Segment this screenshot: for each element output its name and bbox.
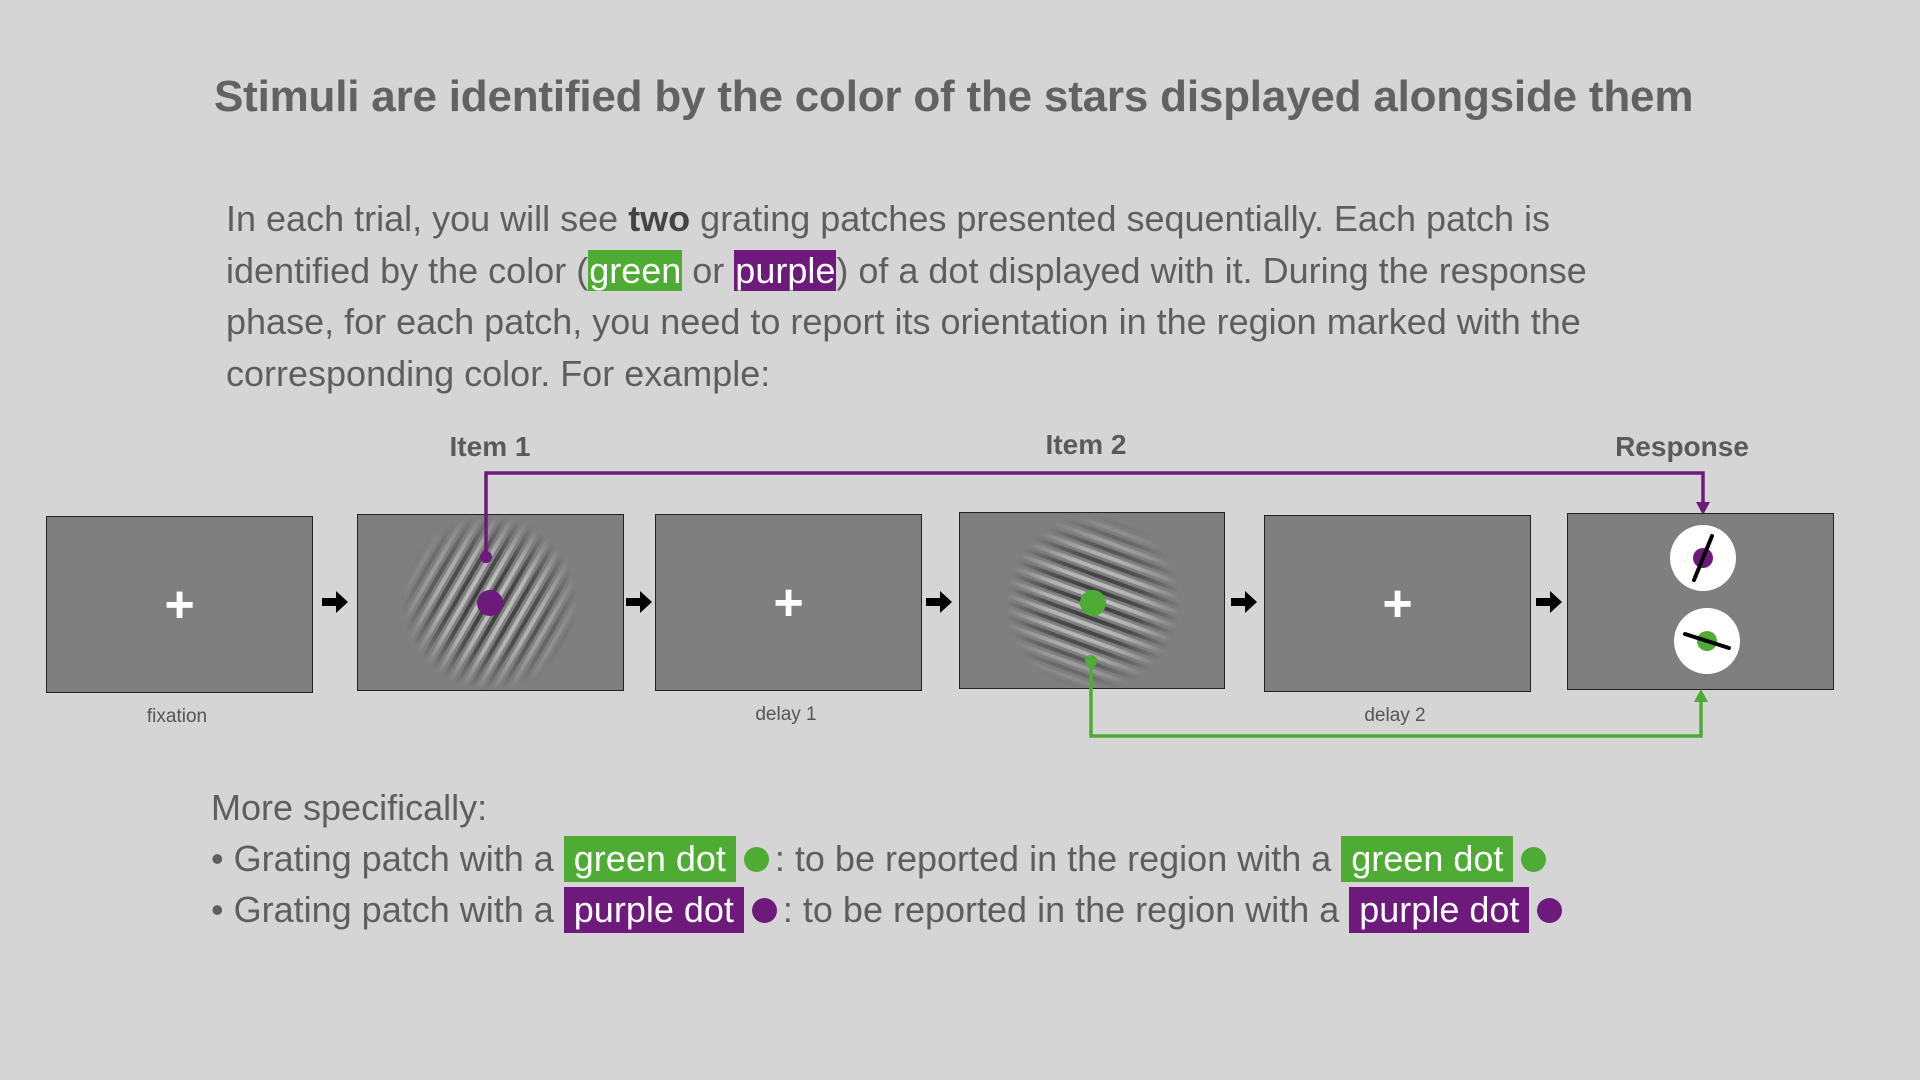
bullet-purple-mid: : to be reported in the region with a <box>782 889 1350 930</box>
grating-patch-purple <box>358 515 622 689</box>
caption-delay-1: delay 1 <box>755 704 817 725</box>
bullet-green-mid: : to be reported in the region with a <box>774 838 1342 879</box>
panel-delay-2: + <box>1264 515 1531 692</box>
flow-arrow-icon <box>322 591 348 613</box>
purple-dot-tag-2: purple dot <box>1349 887 1530 933</box>
purple-connector <box>484 471 1705 556</box>
label-item-1: Item 1 <box>449 431 531 462</box>
green-dot-icon <box>743 846 769 872</box>
green-arrowhead-icon <box>1694 689 1708 702</box>
green-word-highlight: green <box>588 249 683 291</box>
response-bar-green[interactable] <box>1683 632 1731 650</box>
flow-arrow-icon <box>626 591 652 613</box>
bullet-purple-prefix: Grating patch with a <box>223 889 564 930</box>
bullet-green-prefix: Grating patch with a <box>223 838 564 879</box>
instructions-paragraph: In each trial, you will see two grating … <box>226 193 1666 399</box>
label-item-2: Item 2 <box>1045 429 1127 460</box>
details-heading: More specifically: <box>211 787 488 828</box>
intro-or: or <box>682 249 735 291</box>
bullet-purple: • Grating patch with a purple dot: to be… <box>211 884 1711 935</box>
intro-text-2: grating patches presented sequentially. … <box>226 198 1551 291</box>
flow-arrow-icon <box>926 591 952 613</box>
intro-text-1: In each trial, you will see <box>226 198 629 239</box>
bullet-green: • Grating patch with a green dot: to be … <box>211 833 1711 884</box>
response-display <box>1670 525 1740 674</box>
purple-dot-tag: purple dot <box>563 887 744 933</box>
panel-delay-1: + <box>655 514 922 691</box>
green-connector-start-dot <box>1085 655 1097 667</box>
purple-arrowhead-icon <box>1696 502 1710 515</box>
intro-two: two <box>628 198 691 239</box>
purple-connector-start-dot <box>480 551 492 563</box>
green-dot-tag: green dot <box>563 836 736 882</box>
purple-dot-icon <box>1537 897 1563 923</box>
panel-item-1 <box>357 514 624 691</box>
caption-delay-2: delay 2 <box>1364 705 1426 726</box>
caption-fixation: fixation <box>146 706 208 727</box>
green-dot-tag-2: green dot <box>1341 836 1514 882</box>
intro-text-3: ) of a dot displayed with it. During the… <box>226 249 1587 394</box>
fixation-cross: + <box>773 573 804 632</box>
green-connector <box>1089 662 1703 738</box>
purple-dot-icon <box>751 897 777 923</box>
details-section: More specifically: • Grating patch with … <box>211 782 1711 935</box>
purple-word-highlight: purple <box>734 249 837 291</box>
flow-arrow-icon <box>1536 591 1562 613</box>
response-bar-purple[interactable] <box>1692 534 1714 582</box>
page-title: Stimuli are identified by the color of t… <box>214 72 1694 121</box>
flow-arrow-icon <box>1231 591 1257 613</box>
panel-response <box>1567 513 1834 690</box>
panel-fixation: + <box>46 516 313 693</box>
green-dot-icon <box>1521 846 1547 872</box>
bullet-mark: • <box>211 838 224 879</box>
label-response: Response <box>1615 431 1749 462</box>
bullet-mark: • <box>211 889 224 930</box>
fixation-cross: + <box>1382 574 1413 633</box>
fixation-cross: + <box>164 575 195 634</box>
